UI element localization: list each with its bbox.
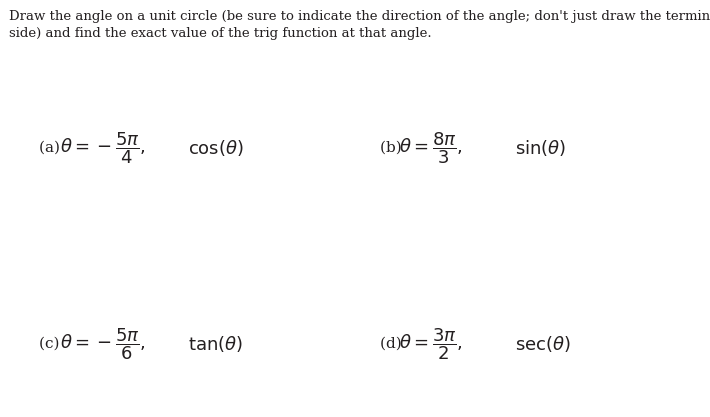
Text: $\theta = -\dfrac{5\pi}{4},$: $\theta = -\dfrac{5\pi}{4},$ <box>60 130 146 166</box>
Text: (c): (c) <box>39 337 65 351</box>
Text: $\theta = \dfrac{8\pi}{3},$: $\theta = \dfrac{8\pi}{3},$ <box>399 130 463 166</box>
Text: (b): (b) <box>380 141 406 155</box>
Text: (d): (d) <box>380 337 406 351</box>
Text: $\sec(\theta)$: $\sec(\theta)$ <box>515 334 571 354</box>
Text: $\cos(\theta)$: $\cos(\theta)$ <box>188 138 244 158</box>
Text: $\theta = \dfrac{3\pi}{2},$: $\theta = \dfrac{3\pi}{2},$ <box>399 326 463 362</box>
Text: Draw the angle on a unit circle (be sure to indicate the direction of the angle;: Draw the angle on a unit circle (be sure… <box>9 10 710 23</box>
Text: $\sin(\theta)$: $\sin(\theta)$ <box>515 138 566 158</box>
Text: $\theta = -\dfrac{5\pi}{6},$: $\theta = -\dfrac{5\pi}{6},$ <box>60 326 146 362</box>
Text: (a): (a) <box>39 141 65 155</box>
Text: $\tan(\theta)$: $\tan(\theta)$ <box>188 334 243 354</box>
Text: side) and find the exact value of the trig function at that angle.: side) and find the exact value of the tr… <box>9 27 431 40</box>
